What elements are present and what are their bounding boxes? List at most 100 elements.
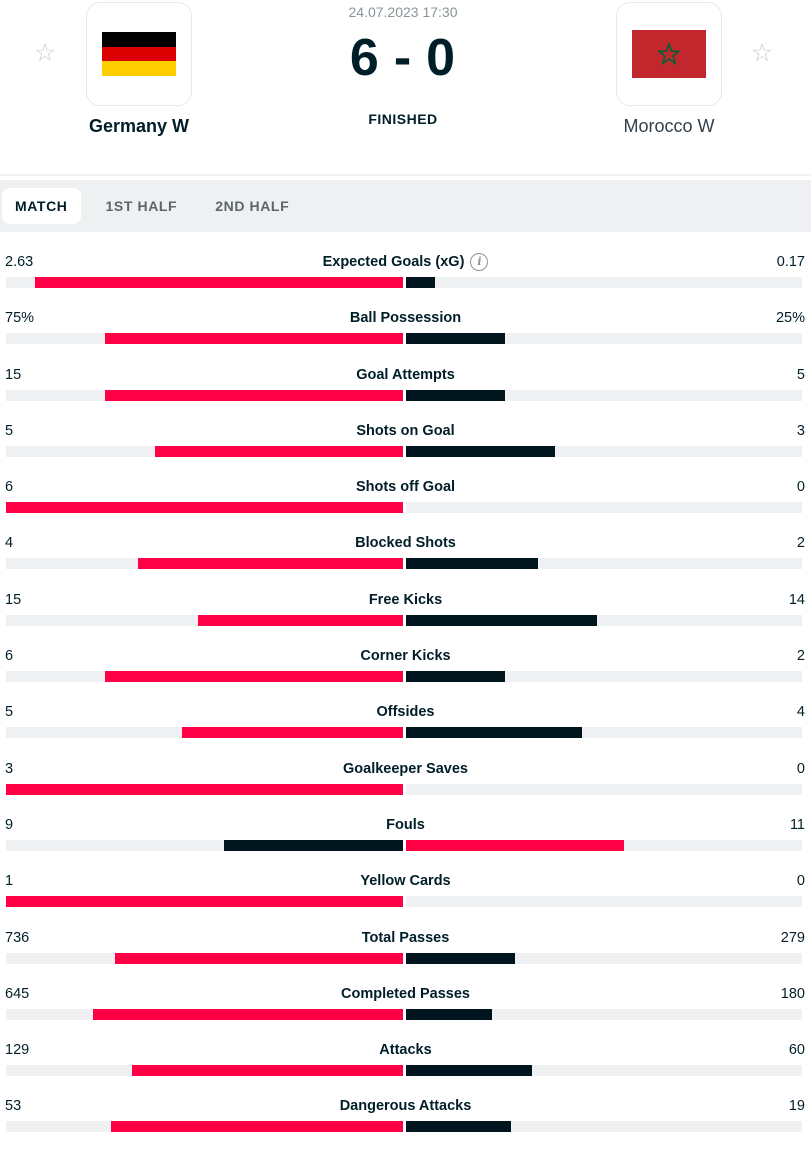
stat-category-name: Yellow Cards (360, 873, 451, 890)
stat-away-value: 25% (775, 310, 805, 327)
home-team-name[interactable]: Germany W (88, 116, 190, 136)
period-tabs: MATCH 1ST HALF 2ND HALF (0, 180, 811, 232)
stat-category: Completed Passes (0, 984, 811, 1004)
match-datetime: 24.07.2023 17:30 (348, 4, 458, 20)
stat-away-bar-fill (406, 1008, 493, 1020)
stat-home-bar-track (6, 952, 403, 964)
stat-row: 5 Offsides 4 (0, 682, 811, 739)
stat-category-wrap: Corner Kicks (360, 646, 450, 666)
stat-row: 15 Goal Attempts 5 (0, 345, 811, 401)
stat-home-value: 645 (5, 985, 30, 1002)
stat-away-bar-track (406, 445, 802, 457)
stat-away-value: 3 (796, 422, 805, 439)
stat-category-wrap: Fouls (386, 815, 425, 835)
stat-away-bar-track (406, 1121, 802, 1133)
score-separator: - (393, 29, 413, 87)
stat-category-wrap: Ball Possession (350, 308, 461, 328)
favorite-away-star-icon[interactable]: ☆ (750, 39, 774, 67)
stat-home-bar-track (6, 277, 403, 288)
stat-away-bar-track (406, 502, 802, 514)
stat-category-wrap: Offsides (376, 702, 434, 722)
stat-away-value: 279 (780, 929, 805, 946)
stat-row: 6 Corner Kicks 2 (0, 626, 811, 683)
stat-category: Goal Attempts (0, 365, 811, 385)
stat-category-name: Free Kicks (368, 591, 443, 608)
favorite-home-star-icon[interactable]: ☆ (33, 39, 57, 67)
stat-away-bar-track (406, 1065, 802, 1077)
stat-row: 5 Shots on Goal 3 (0, 401, 811, 457)
stat-row: 129 Attacks 60 (0, 1020, 811, 1077)
stat-away-value: 2 (796, 648, 805, 665)
stat-away-bar-track (406, 333, 802, 345)
stat-row: 15 Free Kicks 14 (0, 570, 811, 626)
stat-away-bar-track (406, 614, 802, 626)
stat-category: Attacks (0, 1040, 811, 1060)
stat-away-bar-track (406, 389, 802, 401)
header-divider (0, 174, 811, 176)
stat-category-name: Shots off Goal (355, 479, 456, 496)
stat-row: 1 Yellow Cards 0 (0, 851, 811, 908)
stats-list: 2.63 Expected Goals (xG) i 0.17 75% Ball Poss… (0, 232, 811, 1133)
stat-home-bar-track (6, 783, 403, 795)
stat-away-value: 60 (788, 1042, 805, 1059)
stat-category-name: Goalkeeper Saves (343, 760, 468, 777)
stat-category-name: Attacks (379, 1042, 432, 1059)
stat-home-bar-track (6, 1065, 403, 1077)
stat-home-bar-fill (105, 671, 403, 683)
stat-home-bar-track (6, 558, 403, 570)
stat-home-bar-track (6, 727, 403, 739)
stat-away-bar-fill (406, 1121, 511, 1133)
stat-category: Blocked Shots (0, 533, 811, 553)
match-score: 6 - 0 (303, 28, 503, 88)
stat-home-value: 6 (5, 479, 14, 496)
stat-home-bar-track (6, 896, 403, 908)
stat-home-bar-fill (105, 389, 403, 401)
stat-category-wrap: Completed Passes (341, 984, 470, 1004)
stat-away-bar-track (406, 952, 802, 964)
stat-category: Expected Goals (xG) i (0, 252, 811, 272)
tab-match[interactable]: MATCH (2, 188, 81, 224)
stat-away-bar-track (406, 671, 802, 683)
stat-category-wrap: Blocked Shots (355, 533, 456, 553)
stat-category-name: Fouls (386, 816, 425, 833)
stat-category: Free Kicks (0, 590, 811, 610)
morocco-flag-icon (632, 30, 706, 78)
stat-home-bar-fill (6, 783, 403, 795)
tab-2nd-half[interactable]: 2ND HALF (215, 198, 290, 214)
stat-away-bar-fill (406, 558, 538, 570)
stat-category-wrap: Free Kicks (369, 590, 442, 610)
stat-home-value: 2.63 (5, 254, 34, 270)
stat-away-value: 2 (796, 535, 805, 552)
home-team-logo[interactable] (86, 2, 192, 106)
stat-away-bar-track (406, 558, 802, 570)
stat-home-value: 3 (5, 760, 14, 777)
stat-category-wrap: Dangerous Attacks (340, 1096, 472, 1116)
stat-home-bar-track (6, 502, 403, 514)
tab-1st-half[interactable]: 1ST HALF (105, 198, 178, 214)
stat-away-bar-fill (406, 839, 624, 851)
stat-home-bar-track (6, 671, 403, 683)
stat-category: Goalkeeper Saves (0, 759, 811, 779)
stat-category-name: Offsides (376, 704, 435, 721)
away-team-logo[interactable] (616, 2, 722, 106)
info-icon[interactable]: i (470, 253, 489, 271)
stat-away-bar-fill (406, 727, 582, 739)
stat-away-bar-track (406, 839, 802, 851)
stat-away-value: 19 (788, 1098, 805, 1115)
stat-away-bar-fill (406, 277, 435, 288)
stat-row: 3 Goalkeeper Saves 0 (0, 739, 811, 795)
stat-home-bar-track (6, 1121, 403, 1133)
stat-category-name: Ball Possession (349, 310, 462, 327)
germany-flag-icon (102, 32, 176, 77)
stat-away-bar-fill (406, 614, 598, 626)
stat-category-name: Blocked Shots (355, 535, 456, 552)
stat-home-value: 6 (5, 648, 14, 665)
stat-away-value: 11 (789, 816, 805, 833)
match-header: ☆ Germany W 24.07.2023 17:30 6 - 0 FINIS… (0, 0, 811, 174)
stat-home-bar-track (6, 333, 403, 345)
stat-category: Dangerous Attacks (0, 1096, 811, 1116)
stat-away-value: 0 (796, 760, 805, 777)
stat-home-value: 129 (5, 1042, 30, 1059)
away-team-name[interactable]: Morocco W (623, 116, 715, 136)
stat-row: 9 Fouls 11 (0, 795, 811, 851)
